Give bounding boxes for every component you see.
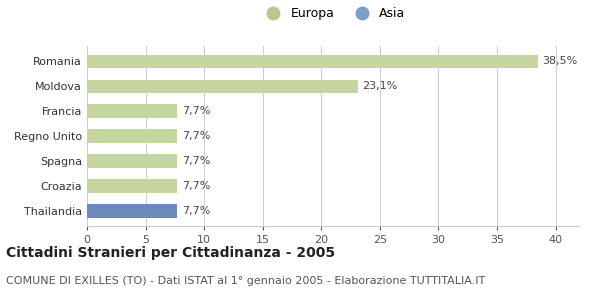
Bar [87,154,177,168]
Text: 7,7%: 7,7% [182,106,210,116]
Text: 7,7%: 7,7% [182,206,210,216]
Bar [87,79,358,93]
Bar [87,179,177,193]
Bar [87,104,177,118]
Text: 7,7%: 7,7% [182,156,210,166]
Legend: Europa, Asia: Europa, Asia [256,2,410,25]
Bar [87,129,177,143]
Bar [87,204,177,218]
Text: 38,5%: 38,5% [542,57,578,66]
Text: Cittadini Stranieri per Cittadinanza - 2005: Cittadini Stranieri per Cittadinanza - 2… [6,246,335,260]
Text: 7,7%: 7,7% [182,181,210,191]
Text: 23,1%: 23,1% [362,81,398,91]
Text: 7,7%: 7,7% [182,131,210,141]
Bar [87,55,538,68]
Text: COMUNE DI EXILLES (TO) - Dati ISTAT al 1° gennaio 2005 - Elaborazione TUTTITALIA: COMUNE DI EXILLES (TO) - Dati ISTAT al 1… [6,276,485,286]
